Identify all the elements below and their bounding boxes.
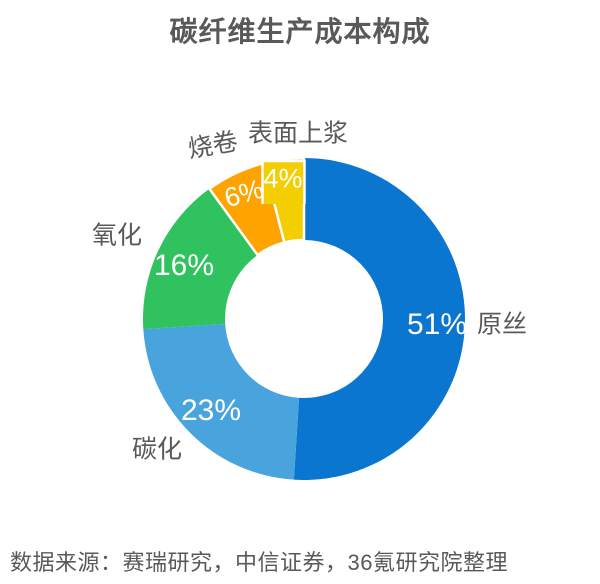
pie-category-label: 碳化 [131,435,183,464]
pie-category-label: 氧化 [91,221,143,250]
pie-label-banner [262,161,305,204]
pie-category-label: 表面上浆 [247,119,349,148]
chart-title: 碳纤维生产成本构成 [169,16,431,47]
pie-pct-label: 23% [180,394,242,427]
pie-pct-label: 51% [406,308,468,341]
pie-category-label: 原丝 [476,310,528,339]
pie-pct-label: 16% [153,249,215,282]
pie-slice-1 [143,323,300,480]
pie-pct-label: 4% [263,163,303,194]
source-note: 数据来源：赛瑞研究，中信证券，36氪研究院整理 [10,550,508,575]
pie-slice-2 [143,188,258,330]
pie-slice-0 [293,158,465,480]
pie-label-banner-gap [261,159,306,204]
